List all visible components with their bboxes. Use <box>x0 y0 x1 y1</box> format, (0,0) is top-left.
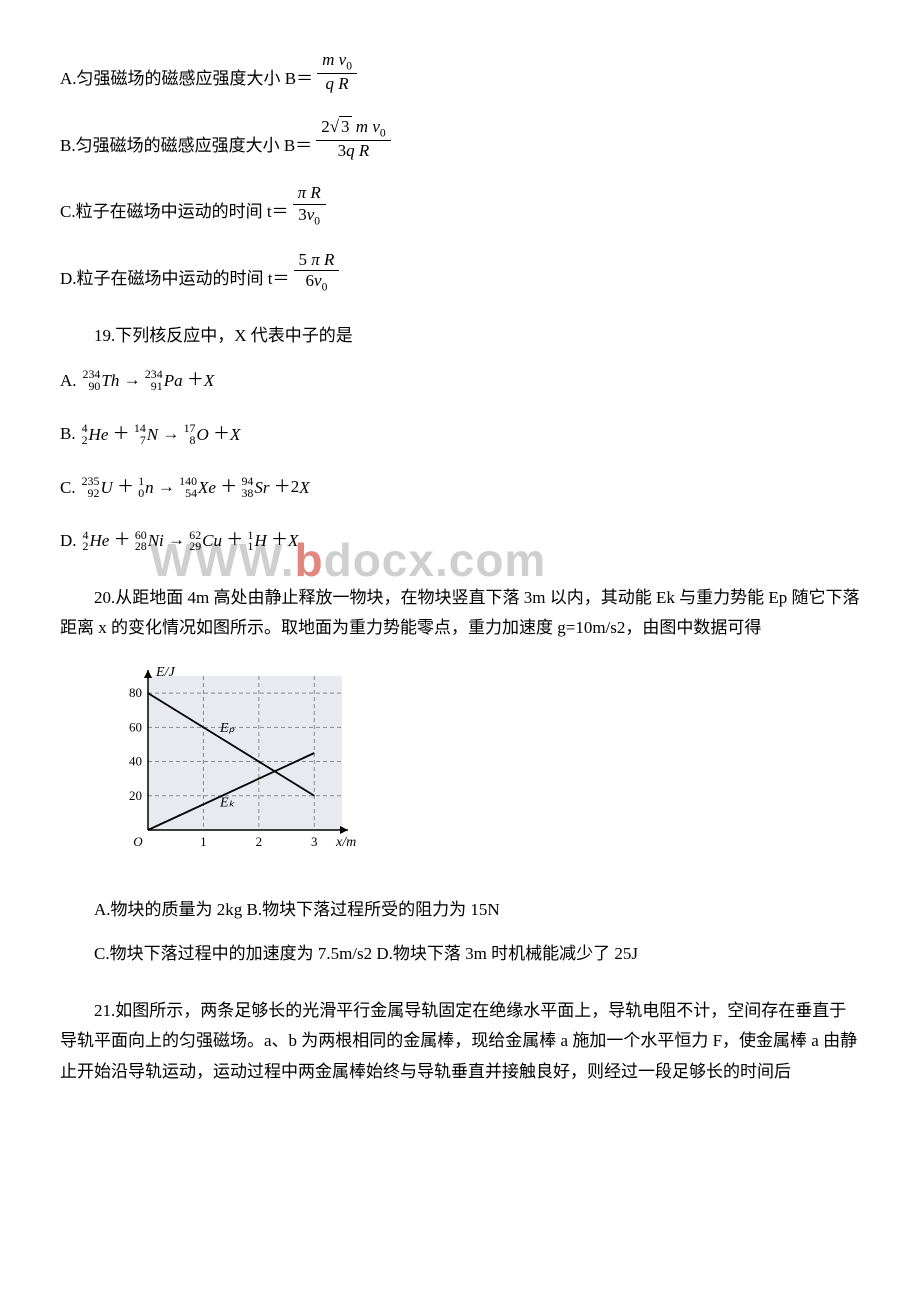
energy-chart-svg: O 1 2 3 20 40 60 80 E/J x/m Eₚ Eₖ <box>110 664 370 864</box>
svg-text:Eₚ: Eₚ <box>219 721 235 736</box>
q20-options-line2: C.物块下落过程中的加速度为 7.5m/s2 D.物块下落 3m 时机械能减少了… <box>60 939 860 970</box>
q18-option-a: A.匀强磁场的磁感应强度大小 B＝ m v0 q R <box>60 50 860 95</box>
q18-c-fraction: π R 3v0 <box>293 183 326 228</box>
q19-c-eq: 23592U ＋ 10n → 14054Xe ＋ 9438Sr ＋2X <box>82 472 310 503</box>
q20-option-b: B.物块下落过程所受的阻力为 15N <box>247 900 500 919</box>
svg-text:80: 80 <box>129 685 142 700</box>
q19-b-eq: 42He ＋ 147N → 178O ＋X <box>82 419 241 450</box>
q19-option-a: A. 23490Th → 23491Pa ＋X <box>60 365 860 396</box>
q18-option-c: C.粒子在磁场中运动的时间 t＝ π R 3v0 <box>60 183 860 228</box>
svg-text:O: O <box>133 834 143 849</box>
q19-stem: 19.下列核反应中，X 代表中子的是 <box>60 321 860 352</box>
svg-text:x/m: x/m <box>335 835 356 850</box>
q21: 21.如图所示，两条足够长的光滑平行金属导轨固定在绝缘水平面上，导轨电阻不计，空… <box>60 996 860 1088</box>
q18-a-text: A.匀强磁场的磁感应强度大小 B＝ <box>60 64 313 95</box>
q18-option-d: D.粒子在磁场中运动的时间 t＝ 5 π R 6v0 <box>60 250 860 295</box>
q20-option-d: D.物块下落 3m 时机械能减少了 25J <box>376 944 638 963</box>
q20-stem: 20.从距地面 4m 高处由静止释放一物块，在物块竖直下落 3m 以内，其动能 … <box>60 583 860 644</box>
svg-text:1: 1 <box>200 834 207 849</box>
svg-text:60: 60 <box>129 719 142 734</box>
q18-option-b: B.匀强磁场的磁感应强度大小 B＝ 23 m v0 3q R <box>60 117 860 162</box>
q19-a-label: A. <box>60 366 77 397</box>
q19-d-eq: 42He ＋ 6028Ni → 6229Cu ＋ 11H ＋X <box>83 525 299 556</box>
q21-stem: 21.如图所示，两条足够长的光滑平行金属导轨固定在绝缘水平面上，导轨电阻不计，空… <box>60 996 860 1088</box>
q18-a-fraction: m v0 q R <box>317 50 357 95</box>
q18-options: A.匀强磁场的磁感应强度大小 B＝ m v0 q R B.匀强磁场的磁感应强度大… <box>60 50 860 295</box>
q20-option-c: C.物块下落过程中的加速度为 7.5m/s2 <box>94 944 372 963</box>
svg-text:E/J: E/J <box>155 665 175 680</box>
q19: 19.下列核反应中，X 代表中子的是 A. 23490Th → 23491Pa … <box>60 321 860 557</box>
svg-text:20: 20 <box>129 788 142 803</box>
q19-b-label: B. <box>60 419 76 450</box>
q18-d-text: D.粒子在磁场中运动的时间 t＝ <box>60 264 290 295</box>
q18-b-fraction: 23 m v0 3q R <box>316 117 390 162</box>
q20-options-line1: A.物块的质量为 2kg B.物块下落过程所受的阻力为 15N <box>60 895 860 926</box>
q18-b-text: B.匀强磁场的磁感应强度大小 B＝ <box>60 131 312 162</box>
q19-option-c: C. 23592U ＋ 10n → 14054Xe ＋ 9438Sr ＋2X <box>60 472 860 503</box>
q19-option-d: WWW.bdocx.com D. 42He ＋ 6028Ni → 6229Cu … <box>60 525 860 556</box>
svg-text:3: 3 <box>311 834 318 849</box>
svg-text:2: 2 <box>256 834 263 849</box>
q18-c-text: C.粒子在磁场中运动的时间 t＝ <box>60 197 289 228</box>
q19-c-label: C. <box>60 473 76 504</box>
q18-d-fraction: 5 π R 6v0 <box>294 250 340 295</box>
q20: 20.从距地面 4m 高处由静止释放一物块，在物块竖直下落 3m 以内，其动能 … <box>60 583 860 970</box>
svg-text:Eₖ: Eₖ <box>219 795 236 810</box>
q19-a-eq: 23490Th → 23491Pa ＋X <box>83 365 215 396</box>
svg-text:40: 40 <box>129 754 142 769</box>
q20-chart: O 1 2 3 20 40 60 80 E/J x/m Eₚ Eₖ <box>110 664 860 875</box>
q20-option-a: A.物块的质量为 2kg <box>94 900 242 919</box>
q19-d-label: D. <box>60 526 77 557</box>
q19-option-b: B. 42He ＋ 147N → 178O ＋X <box>60 419 860 450</box>
